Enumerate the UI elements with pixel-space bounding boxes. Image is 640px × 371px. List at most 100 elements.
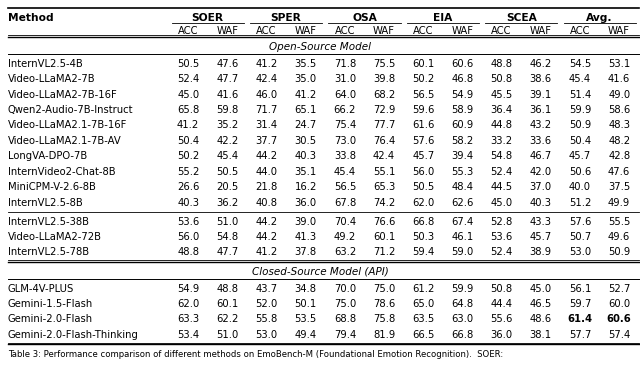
Text: 45.4: 45.4 (569, 74, 591, 84)
Text: 42.8: 42.8 (608, 151, 630, 161)
Text: 45.7: 45.7 (530, 232, 552, 242)
Text: 33.8: 33.8 (334, 151, 356, 161)
Text: 62.6: 62.6 (451, 197, 474, 207)
Text: 54.9: 54.9 (451, 89, 474, 99)
Text: 65.3: 65.3 (373, 182, 395, 192)
Text: WAF: WAF (530, 26, 552, 36)
Text: 65.0: 65.0 (412, 299, 435, 309)
Text: 59.0: 59.0 (451, 247, 474, 257)
Text: 52.4: 52.4 (490, 167, 513, 177)
Text: 52.7: 52.7 (608, 283, 630, 293)
Text: 50.2: 50.2 (177, 151, 199, 161)
Text: 66.5: 66.5 (412, 330, 435, 340)
Text: 74.2: 74.2 (373, 197, 395, 207)
Text: 49.6: 49.6 (608, 232, 630, 242)
Text: 71.2: 71.2 (373, 247, 396, 257)
Text: 41.6: 41.6 (608, 74, 630, 84)
Text: 68.8: 68.8 (334, 315, 356, 324)
Text: Gemini-1.5-Flash: Gemini-1.5-Flash (8, 299, 93, 309)
Text: 53.0: 53.0 (569, 247, 591, 257)
Text: 53.1: 53.1 (608, 59, 630, 69)
Text: Table 3: Performance comparison of different methods on EmoBench-M (Foundational: Table 3: Performance comparison of diffe… (8, 350, 503, 359)
Text: 34.8: 34.8 (294, 283, 317, 293)
Text: 50.5: 50.5 (412, 182, 435, 192)
Text: 46.5: 46.5 (530, 299, 552, 309)
Text: 73.0: 73.0 (334, 136, 356, 146)
Text: 38.6: 38.6 (530, 74, 552, 84)
Text: 37.7: 37.7 (255, 136, 278, 146)
Text: 65.1: 65.1 (294, 105, 317, 115)
Text: 33.2: 33.2 (490, 136, 513, 146)
Text: 46.2: 46.2 (530, 59, 552, 69)
Text: 48.8: 48.8 (177, 247, 199, 257)
Text: 53.6: 53.6 (177, 217, 199, 227)
Text: 49.4: 49.4 (294, 330, 317, 340)
Text: 75.0: 75.0 (373, 283, 395, 293)
Text: 55.6: 55.6 (490, 315, 513, 324)
Text: 41.3: 41.3 (294, 232, 317, 242)
Text: 46.1: 46.1 (451, 232, 474, 242)
Text: SOER: SOER (192, 13, 224, 23)
Text: 77.7: 77.7 (373, 121, 396, 130)
Text: Method: Method (8, 13, 53, 23)
Text: 40.3: 40.3 (177, 197, 199, 207)
Text: InternVL2.5-38B: InternVL2.5-38B (8, 217, 89, 227)
Text: 48.6: 48.6 (530, 315, 552, 324)
Text: 36.0: 36.0 (490, 330, 513, 340)
Text: 61.6: 61.6 (412, 121, 435, 130)
Text: 48.8: 48.8 (216, 283, 238, 293)
Text: 16.2: 16.2 (294, 182, 317, 192)
Text: 68.2: 68.2 (373, 89, 395, 99)
Text: 57.6: 57.6 (412, 136, 435, 146)
Text: 45.4: 45.4 (216, 151, 239, 161)
Text: 49.2: 49.2 (334, 232, 356, 242)
Text: 55.5: 55.5 (608, 217, 630, 227)
Text: 50.7: 50.7 (569, 232, 591, 242)
Text: 44.5: 44.5 (490, 182, 513, 192)
Text: 44.0: 44.0 (255, 167, 278, 177)
Text: 46.8: 46.8 (451, 74, 474, 84)
Text: 60.1: 60.1 (373, 232, 395, 242)
Text: 57.4: 57.4 (608, 330, 630, 340)
Text: Avg.: Avg. (586, 13, 612, 23)
Text: 71.8: 71.8 (334, 59, 356, 69)
Text: Closed-Source Model (API): Closed-Source Model (API) (252, 267, 388, 277)
Text: 45.5: 45.5 (490, 89, 513, 99)
Text: Video-LLaMA2-72B: Video-LLaMA2-72B (8, 232, 102, 242)
Text: 51.4: 51.4 (569, 89, 591, 99)
Text: 60.1: 60.1 (216, 299, 239, 309)
Text: 63.0: 63.0 (451, 315, 474, 324)
Text: 41.2: 41.2 (177, 121, 199, 130)
Text: 51.0: 51.0 (216, 217, 239, 227)
Text: 31.0: 31.0 (334, 74, 356, 84)
Text: SCEA: SCEA (506, 13, 536, 23)
Text: 35.1: 35.1 (294, 167, 317, 177)
Text: 52.0: 52.0 (255, 299, 278, 309)
Text: 45.4: 45.4 (334, 167, 356, 177)
Text: 41.2: 41.2 (255, 59, 278, 69)
Text: 56.0: 56.0 (177, 232, 199, 242)
Text: 53.0: 53.0 (255, 330, 278, 340)
Text: 66.8: 66.8 (451, 330, 474, 340)
Text: 50.8: 50.8 (490, 283, 513, 293)
Text: 50.5: 50.5 (177, 59, 199, 69)
Text: 48.8: 48.8 (491, 59, 513, 69)
Text: 60.0: 60.0 (608, 299, 630, 309)
Text: WAF: WAF (216, 26, 238, 36)
Text: 45.7: 45.7 (569, 151, 591, 161)
Text: 47.7: 47.7 (216, 74, 239, 84)
Text: 71.7: 71.7 (255, 105, 278, 115)
Text: 67.4: 67.4 (451, 217, 474, 227)
Text: 48.3: 48.3 (608, 121, 630, 130)
Text: 50.4: 50.4 (177, 136, 199, 146)
Text: 60.9: 60.9 (451, 121, 474, 130)
Text: 56.1: 56.1 (569, 283, 591, 293)
Text: 49.0: 49.0 (608, 89, 630, 99)
Text: 54.8: 54.8 (216, 232, 239, 242)
Text: InternVL2.5-4B: InternVL2.5-4B (8, 59, 83, 69)
Text: 48.2: 48.2 (608, 136, 630, 146)
Text: InternVL2.5-8B: InternVL2.5-8B (8, 197, 83, 207)
Text: Qwen2-Audio-7B-Instruct: Qwen2-Audio-7B-Instruct (8, 105, 133, 115)
Text: 42.4: 42.4 (255, 74, 278, 84)
Text: 41.2: 41.2 (294, 89, 317, 99)
